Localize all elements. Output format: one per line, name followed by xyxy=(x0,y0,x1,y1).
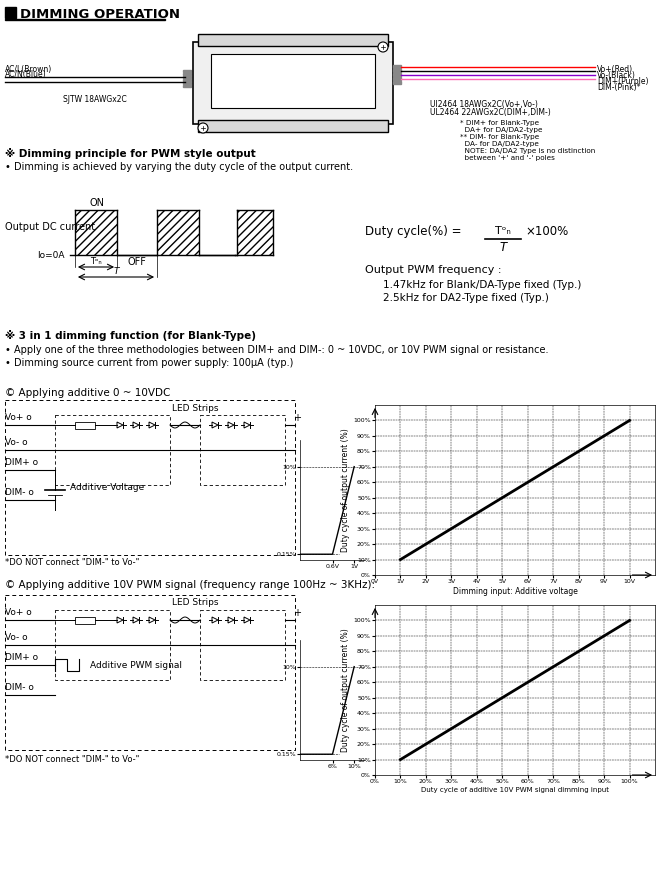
Text: Additive PWM signal: Additive PWM signal xyxy=(90,661,182,669)
Text: NOTE: DA/DA2 Type is no distinction: NOTE: DA/DA2 Type is no distinction xyxy=(460,148,595,154)
Text: Additive Voltage: Additive Voltage xyxy=(70,484,144,493)
Text: ×100%: ×100% xyxy=(525,225,568,238)
Polygon shape xyxy=(133,617,139,623)
Text: DA- for DA/DA2-type: DA- for DA/DA2-type xyxy=(460,141,539,147)
X-axis label: Dimming input: Additive voltage: Dimming input: Additive voltage xyxy=(452,587,578,596)
Text: OFF: OFF xyxy=(127,257,147,267)
Text: LED Strips: LED Strips xyxy=(172,598,218,607)
Bar xyxy=(55,415,170,485)
Bar xyxy=(5,595,295,750)
Bar xyxy=(393,77,401,80)
Text: SJTW 18AWGx2C: SJTW 18AWGx2C xyxy=(63,95,127,104)
Bar xyxy=(183,73,191,75)
Text: DIM- o: DIM- o xyxy=(5,683,34,692)
Text: 2.5kHz for DA2-Type fixed (Typ.): 2.5kHz for DA2-Type fixed (Typ.) xyxy=(383,293,549,303)
Text: DIM- o: DIM- o xyxy=(5,488,34,497)
Bar xyxy=(198,34,388,46)
Polygon shape xyxy=(117,617,123,623)
Text: * DIM+ for Blank-Type: * DIM+ for Blank-Type xyxy=(460,120,539,126)
Circle shape xyxy=(198,123,208,133)
Text: • Dimming source current from power supply: 100μA (typ.): • Dimming source current from power supp… xyxy=(5,358,293,368)
Text: Tᵒₙ: Tᵒₙ xyxy=(90,257,102,266)
Polygon shape xyxy=(149,422,155,428)
Polygon shape xyxy=(212,617,218,623)
Text: DA+ for DA/DA2-type: DA+ for DA/DA2-type xyxy=(460,127,543,133)
Text: Vo+(Red): Vo+(Red) xyxy=(597,65,633,74)
Text: ※ 3 in 1 dimming function (for Blank-Type): ※ 3 in 1 dimming function (for Blank-Typ… xyxy=(5,330,256,341)
Bar xyxy=(5,7,16,18)
X-axis label: Duty cycle of additive 10V PWM signal dimming input: Duty cycle of additive 10V PWM signal di… xyxy=(421,787,609,793)
Text: Tᵒₙ: Tᵒₙ xyxy=(495,226,511,236)
Text: T: T xyxy=(499,241,507,254)
Bar xyxy=(183,76,191,78)
Text: Vo+ o: Vo+ o xyxy=(5,608,31,617)
Text: between '+' and '-' poles: between '+' and '-' poles xyxy=(460,155,555,161)
Bar xyxy=(200,610,285,680)
Polygon shape xyxy=(117,422,123,428)
Bar xyxy=(193,42,393,124)
Bar xyxy=(183,70,191,72)
Text: DIM+ o: DIM+ o xyxy=(5,653,38,662)
Polygon shape xyxy=(228,617,234,623)
Text: LED Strips: LED Strips xyxy=(172,404,218,413)
Bar xyxy=(55,610,170,680)
Text: DIM+(Purple): DIM+(Purple) xyxy=(597,77,649,86)
Text: Vo- o: Vo- o xyxy=(5,438,27,447)
Text: AC/L(Brown): AC/L(Brown) xyxy=(5,65,52,74)
Bar xyxy=(393,73,401,76)
Text: UL2464 22AWGx2C(DIM+,DIM-): UL2464 22AWGx2C(DIM+,DIM-) xyxy=(430,108,551,117)
Text: +: + xyxy=(293,413,301,423)
Text: Vo-(Black): Vo-(Black) xyxy=(597,71,636,80)
Text: Vo- o: Vo- o xyxy=(5,633,27,642)
Polygon shape xyxy=(133,422,139,428)
Text: © Applying additive 10V PWM signal (frequency range 100Hz ~ 3KHz):: © Applying additive 10V PWM signal (freq… xyxy=(5,580,375,590)
Polygon shape xyxy=(212,422,218,428)
Text: DIM-(Pink)*: DIM-(Pink)* xyxy=(597,83,641,92)
Y-axis label: Duty cycle of output current (%): Duty cycle of output current (%) xyxy=(342,428,350,552)
Bar xyxy=(75,617,95,624)
Text: T: T xyxy=(113,267,119,276)
Polygon shape xyxy=(149,617,155,623)
Bar xyxy=(5,400,295,555)
Text: AC/N(Blue): AC/N(Blue) xyxy=(5,70,47,79)
Bar xyxy=(75,422,95,429)
Bar xyxy=(5,19,165,20)
Text: ON: ON xyxy=(90,198,105,208)
Text: Vo+ o: Vo+ o xyxy=(5,413,31,422)
Text: Duty cycle(%) =: Duty cycle(%) = xyxy=(365,225,465,238)
Text: Io=0A: Io=0A xyxy=(38,250,65,260)
Text: Output DC current: Output DC current xyxy=(5,222,95,233)
Bar xyxy=(183,79,191,81)
Bar xyxy=(393,69,401,72)
Bar xyxy=(211,54,375,108)
Bar xyxy=(183,82,191,84)
Circle shape xyxy=(378,42,388,52)
Text: DIM+ o: DIM+ o xyxy=(5,458,38,467)
Bar xyxy=(393,65,401,68)
Polygon shape xyxy=(244,617,250,623)
Text: • Apply one of the three methodologies between DIM+ and DIM-: 0 ~ 10VDC, or 10V : • Apply one of the three methodologies b… xyxy=(5,345,549,355)
Text: DIMMING OPERATION: DIMMING OPERATION xyxy=(20,8,180,21)
Y-axis label: Duty cycle of output current (%): Duty cycle of output current (%) xyxy=(342,628,350,752)
Bar xyxy=(183,85,191,87)
Text: *DO NOT connect "DIM-" to Vo-": *DO NOT connect "DIM-" to Vo-" xyxy=(5,558,139,567)
Text: ※ Dimming principle for PWM style output: ※ Dimming principle for PWM style output xyxy=(5,148,256,159)
Text: ** DIM- for Blank-Type: ** DIM- for Blank-Type xyxy=(460,134,539,140)
Bar xyxy=(198,120,388,132)
Bar xyxy=(200,415,285,485)
Polygon shape xyxy=(244,422,250,428)
Text: © Applying additive 0 ~ 10VDC: © Applying additive 0 ~ 10VDC xyxy=(5,388,170,398)
Polygon shape xyxy=(228,422,234,428)
Bar xyxy=(393,81,401,84)
Text: +: + xyxy=(293,608,301,618)
Text: Output PWM frequency :: Output PWM frequency : xyxy=(365,265,502,275)
Text: UI2464 18AWGx2C(Vo+,Vo-): UI2464 18AWGx2C(Vo+,Vo-) xyxy=(430,100,538,109)
Text: *DO NOT connect "DIM-" to Vo-": *DO NOT connect "DIM-" to Vo-" xyxy=(5,755,139,764)
Text: 1.47kHz for Blank/DA-Type fixed (Typ.): 1.47kHz for Blank/DA-Type fixed (Typ.) xyxy=(383,280,582,290)
Text: • Dimming is achieved by varying the duty cycle of the output current.: • Dimming is achieved by varying the dut… xyxy=(5,162,353,172)
